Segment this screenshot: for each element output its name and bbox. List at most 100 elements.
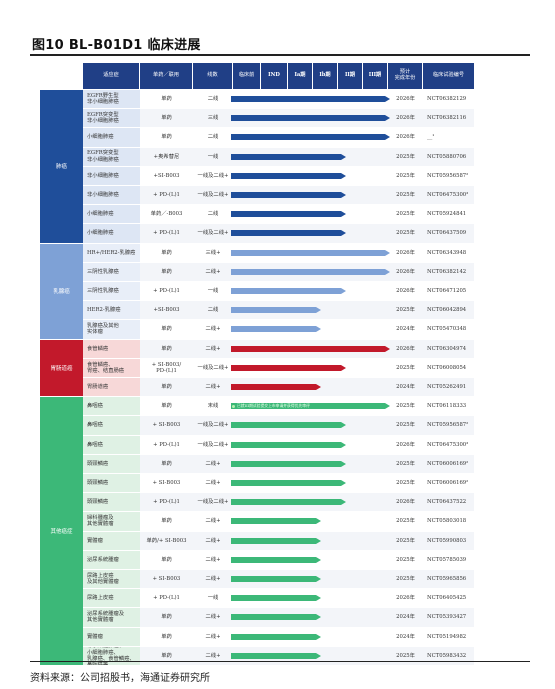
progress-bar [231, 172, 346, 179]
indication-cell: EGFR突变型 非小细胞肺癌 [83, 147, 140, 166]
table-row: 鼻咽癌 + PD-(L)1 一线及二线+ 2026年 NCT06475300³ [83, 435, 474, 454]
indication-cell: EGFR野生型 非小细胞肺癌 [83, 90, 140, 109]
table-row: 食管鳞癌 单药 二线+ 2026年 NCT06304974 [83, 339, 474, 358]
nct-cell: NCT06475300³ [427, 191, 469, 198]
table-row: 乳腺癌及其他 实体瘤 单药 二线+ 2024年 NCT05470348 [83, 320, 474, 339]
progress-arrow-tip [385, 345, 390, 352]
year-cell: 2026年 [396, 134, 415, 141]
indication-cell: HR+/HER2-乳腺癌 [83, 243, 140, 262]
line-cell: 一线及二线+ [197, 172, 229, 179]
table-row: 實體瘤 单药 二线+ 2024年 NCT05194982 [83, 627, 474, 646]
mode-cell: 单药 [161, 249, 172, 256]
progress-bar [231, 211, 346, 218]
table-row: 鼻咽癌 + SI-B003 一线及二线+ 2025年 NCT05956587² [83, 416, 474, 435]
progress-bar [231, 115, 390, 122]
progress-arrow-tip [316, 652, 321, 659]
nct-cell: NCT06471205 [427, 287, 467, 294]
year-cell: 2025年 [396, 575, 415, 582]
category-esophageal: 胃肠道癌 [40, 339, 83, 398]
nct-cell: NCT06343948 [427, 249, 467, 256]
nct-cell: NCT06382116 [427, 115, 467, 122]
progress-arrow-tip [316, 614, 321, 621]
progress-bar [231, 537, 321, 544]
year-cell: 2025年 [396, 518, 415, 525]
line-cell: 末线 [207, 403, 219, 410]
table-row: 胃肠道癌 单药 二线+ 2024年 NCT05262491 [83, 378, 474, 397]
table-row: EGFR突变型 非小细胞肺癌 单药 三线 2026年 NCT06382116 [83, 109, 474, 128]
nct-cell: NCT05990803 [427, 537, 467, 544]
progress-arrow-tip [385, 96, 390, 103]
year-cell: 2025年 [396, 537, 415, 544]
indication-cell: 鼻咽癌 [83, 397, 140, 416]
progress-bar [231, 249, 390, 256]
header-phase-2: II期 [338, 63, 363, 89]
mode-cell: 单药 [161, 383, 172, 390]
line-cell: 一线 [207, 595, 219, 602]
mode-cell: 单药 [161, 326, 172, 333]
table-row: 小细胞肺癌 单药／-B003 二线 2025年 NCT05924841 [83, 205, 474, 224]
line-cell: 三线+ [205, 249, 221, 256]
progress-arrow-tip [316, 326, 321, 333]
indication-cell: 頭頸鱗癌 [83, 474, 140, 493]
line-cell: 一线及二线+ [197, 441, 229, 448]
table-row: 食管鳞癌、 胃癌、结直肠癌 + SI-B003/ PD-(L)1 一线及二线+ 202… [83, 358, 474, 377]
year-cell: 2025年 [396, 211, 415, 218]
mode-cell: 单药 [161, 518, 172, 525]
progress-arrow-tip [341, 480, 346, 487]
line-cell: 二线+ [205, 345, 221, 352]
progress-bar [231, 595, 321, 602]
table-row: 非小细胞肺癌 + PD-(L)1 一线及二线+ 2025年 NCT06475300³ [83, 186, 474, 205]
nct-cell: NCT06006169² [427, 479, 469, 486]
mode-cell: 单药 [161, 268, 172, 275]
mode-cell: + PD-(L)1 [153, 230, 180, 237]
progress-bar [231, 556, 321, 563]
progress-arrow-tip [385, 134, 390, 141]
nct-cell: NCT06382129 [427, 95, 467, 102]
progress-bar [231, 364, 346, 371]
nct-cell: NCT05393427 [427, 614, 467, 621]
category-lung: 肺癌 [40, 90, 83, 244]
nct-cell: NCT06006169² [427, 460, 469, 467]
nct-cell: NCT06437509 [427, 230, 467, 237]
line-cell: 一线 [207, 287, 219, 294]
nct-cell: NCT06008054 [427, 364, 467, 371]
header-phase-1a: Ia期 [288, 63, 313, 89]
indication-cell: EGFR突变型 非小细胞肺癌 [83, 109, 140, 128]
mode-cell: + SI-B003/ PD-(L)1 [151, 361, 182, 374]
progress-bar [231, 307, 321, 314]
year-cell: 2025年 [396, 191, 415, 198]
mode-cell: 单药 [161, 460, 172, 467]
progress-bar [231, 652, 321, 659]
mode-cell: +SI-B003 [153, 307, 180, 314]
indication-cell: 三阴性乳腺癌 [83, 262, 140, 281]
year-cell: 2026年 [396, 345, 415, 352]
indication-cell: 鼻咽癌 [83, 435, 140, 454]
indication-cell: 三阴性乳腺癌 [83, 282, 140, 301]
indication-cell: 小细胞肺癌 [83, 128, 140, 147]
nct-cell: NCT05470348 [427, 326, 467, 333]
header-indication: 适应症 [83, 63, 140, 89]
progress-bar [231, 268, 390, 275]
progress-arrow-tip [341, 288, 346, 295]
mode-cell: 单药 [161, 95, 172, 102]
indication-cell: 實體瘤 [83, 627, 140, 646]
nct-cell: NCT06382142 [427, 268, 467, 275]
progress-arrow-tip [341, 364, 346, 371]
table-row: 頭頸鱗癌 单药 二线+ 2025年 NCT06006169² [83, 454, 474, 473]
indication-cell: 小细胞肺癌 [83, 205, 140, 224]
progress-bar [231, 460, 346, 467]
header-ind: IND [261, 63, 288, 89]
nct-cell: NCT06042894 [427, 307, 467, 314]
table-row: HR+/HER2-乳腺癌 单药 三线+ 2026年 NCT06343948 [83, 243, 474, 262]
progress-bar [231, 345, 390, 352]
progress-bar [231, 153, 346, 160]
category-breast: 乳腺癌 [40, 243, 83, 340]
progress-arrow-tip [341, 422, 346, 429]
progress-bar [231, 134, 390, 141]
year-cell: 2025年 [396, 172, 415, 179]
header-nct: 临床试验编号 [432, 72, 465, 79]
line-cell: 三线 [207, 115, 219, 122]
year-cell: 2026年 [396, 268, 415, 275]
indication-cell: 胃肠道癌 [83, 378, 140, 397]
table-row: 泌尿系統腫瘤及 其他實體瘤 单药 二线+ 2024年 NCT05393427 [83, 608, 474, 627]
